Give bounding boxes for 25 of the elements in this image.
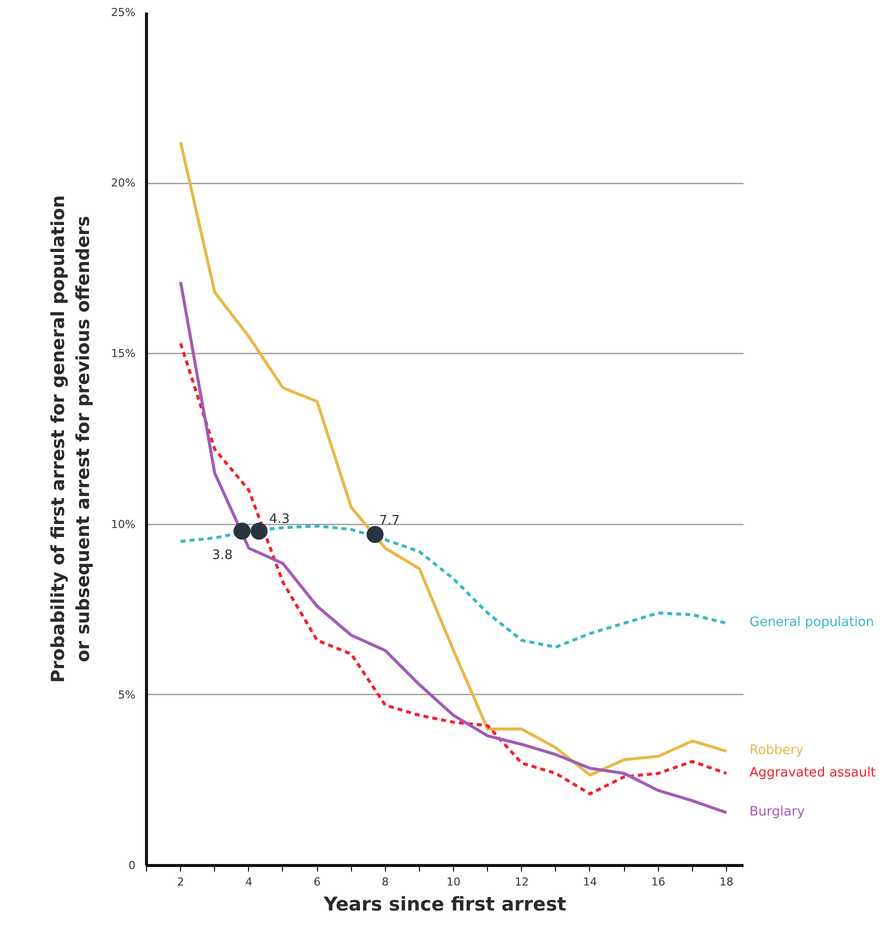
x-tick-label: 14 xyxy=(582,876,597,888)
x-tick-label: 12 xyxy=(514,876,529,888)
y-tick-label: 20% xyxy=(111,176,136,190)
y-tick-label: 10% xyxy=(111,518,136,531)
x-tick-label: 2 xyxy=(177,876,184,888)
x-tick-label: 6 xyxy=(314,876,321,888)
line-series xyxy=(179,140,728,777)
y-tick-label: 0 xyxy=(128,859,136,872)
y-tick-label: 25% xyxy=(111,6,136,19)
x-axis-title: Years since first arrest xyxy=(322,894,566,916)
annotation: 4.3 xyxy=(269,512,290,528)
x-tick-label: 18 xyxy=(719,876,734,888)
x-tick-label: 16 xyxy=(651,876,666,888)
y-tick-label: 15% xyxy=(111,347,136,360)
series-label: Burglary xyxy=(750,804,805,820)
x-tick-label: 4 xyxy=(245,876,252,888)
x-tick-label: 8 xyxy=(382,876,389,888)
annotation: 7.7 xyxy=(379,514,400,529)
y-axis-title: Probability of first arrest for general population or subsequent arrest for previous offenders xyxy=(48,195,94,683)
series-label: Robbery xyxy=(750,743,804,758)
series-label: Aggravated assault xyxy=(750,765,876,780)
y-tick-label: 5% xyxy=(118,688,136,702)
series-label: General population xyxy=(750,615,874,630)
x-tick-label: 10 xyxy=(446,876,461,888)
annotation: 3.8 xyxy=(212,548,233,564)
